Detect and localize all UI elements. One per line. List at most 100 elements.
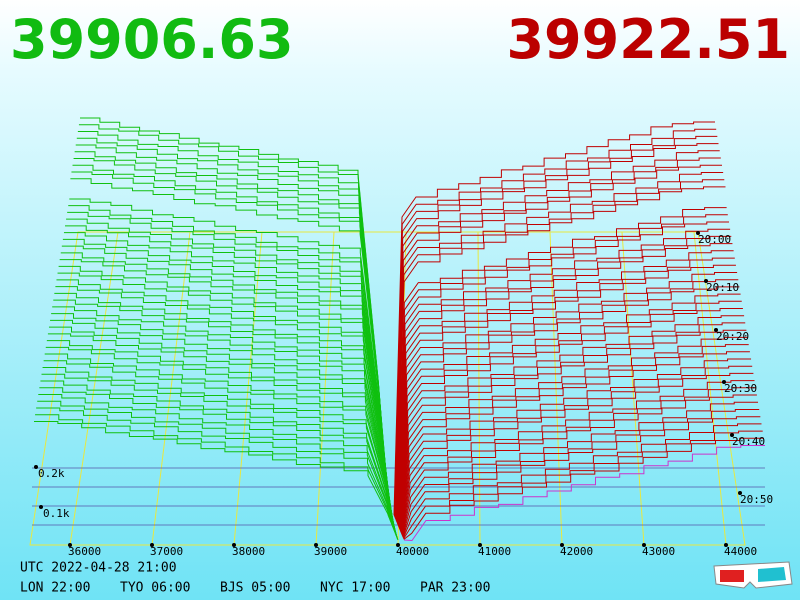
bid-curve [51,313,395,531]
floor-line [693,231,727,546]
bid-curve [75,144,390,518]
time-tick-label: 20:50 [740,493,773,506]
ask-curve [402,423,762,539]
bid-curve [35,414,399,540]
price-tick [396,543,400,547]
bid-curve [63,232,392,524]
price-tick-label: 41000 [478,545,511,558]
timezone-label: BJS 05:00 [220,581,290,596]
price-tick-label: 43000 [642,545,675,558]
ask-curve [400,365,753,534]
ask-curve [398,286,740,528]
bid-curve [72,164,391,520]
bid-curve [47,333,396,533]
price-tick-label: 40000 [396,545,429,558]
floor-plane [29,231,746,546]
ask-curve [402,416,761,538]
floor-line [477,231,481,546]
bid-curve [70,178,391,521]
ask-curve [393,135,718,517]
time-tick-label: 20:20 [716,330,749,343]
ask-curve [401,394,757,537]
timezone-label: NYC 17:00 [320,581,390,596]
ask-curve [396,243,733,524]
bid-curve [67,211,392,523]
timezone-label: TYO 06:00 [120,581,190,596]
bid-curve [46,340,396,534]
bid-curve [55,286,394,529]
price-tick [232,543,236,547]
ask-curve [395,186,726,521]
ask-curve [400,351,750,533]
bid-curve [78,124,389,516]
time-tick [714,328,718,332]
bid-curve [40,380,398,537]
bid-price: 39906.63 [10,8,294,71]
bid-curve [45,346,396,534]
bid-curve [41,373,397,537]
ask-curve [399,315,745,530]
price-tick [560,543,564,547]
bid-curve [62,238,393,525]
bid-curve [53,299,395,530]
floor-line [233,231,263,546]
ask-curve [394,143,719,517]
bid-curve [65,225,392,524]
price-tick-label: 44000 [724,545,757,558]
bid-curve [58,265,394,527]
floor-line [69,231,119,546]
time-tick [738,491,742,495]
bid-curve [61,245,393,525]
price-tick [478,543,482,547]
bid-curve [73,157,390,519]
ask-curve [396,221,729,522]
ask-curve [401,380,755,535]
price-tick-label: 39000 [314,545,347,558]
time-tick-label: 20:00 [698,233,731,246]
ask-curve [399,308,743,529]
bid-curve [76,137,390,517]
bid-curve [39,387,398,538]
bid-curve [59,259,393,527]
price-tick-label: 37000 [150,545,183,558]
bid-curve [37,400,398,539]
bid-curve [50,319,396,532]
time-tick [722,380,726,384]
depth-tick [34,465,38,469]
ask-curve [403,445,765,542]
price-tick [642,543,646,547]
ask-curve [400,344,749,532]
depth-lines [34,117,765,542]
bid-curve [60,252,393,526]
bid-curve [44,353,397,535]
depth-tick-label: 0.1k [43,507,70,520]
ask-curve [398,279,739,527]
utc-time: UTC 2022-04-28 21:00 [20,561,177,576]
time-tick [696,231,700,235]
bid-curve [80,117,389,516]
price-tick-label: 42000 [560,545,593,558]
depth-tick [39,505,43,509]
labels: 36000 37000 38000 39000 40000 41000 42000 43000… [34,231,773,558]
ask-curve [399,329,747,531]
ask-curve [397,264,736,526]
price-tick-label: 36000 [68,545,101,558]
bid-curve [77,130,389,517]
timezone-label: PAR 23:00 [420,581,490,596]
bid-curve [48,326,396,532]
time-tick [704,279,708,283]
bid-curve [42,367,397,536]
bid-curve [57,272,394,528]
ask-curve [394,164,722,519]
time-tick-label: 20:10 [706,281,739,294]
ask-curve [401,372,754,535]
ask-curve [400,358,752,534]
bid-curve [34,421,399,541]
floor-line [621,231,645,546]
bid-curve [54,292,395,530]
bid-curve [52,306,395,531]
price-tick [68,543,72,547]
ask-curve [393,121,715,516]
